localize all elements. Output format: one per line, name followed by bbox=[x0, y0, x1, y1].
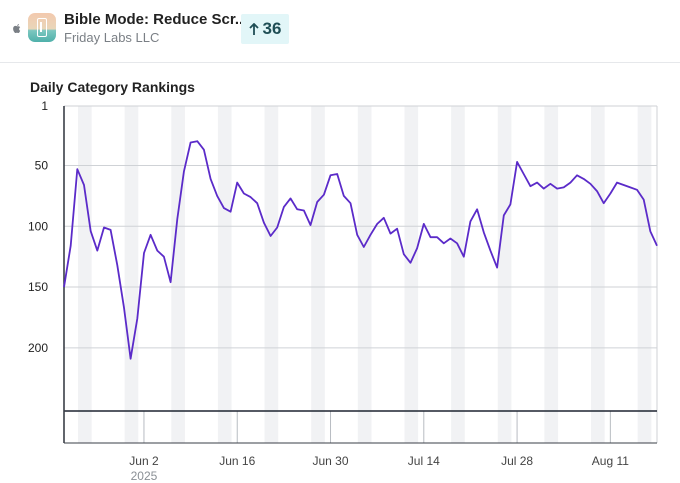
weekend-band bbox=[77, 106, 92, 443]
x-year-label: 2025 bbox=[131, 469, 158, 483]
y-tick-label: 200 bbox=[28, 341, 48, 355]
x-tick-label: Jun 2 bbox=[129, 454, 159, 468]
weekend-band bbox=[264, 106, 279, 443]
weekend-band bbox=[124, 106, 139, 443]
rank-line bbox=[63, 140, 658, 360]
weekend-band bbox=[311, 106, 325, 443]
y-tick-label: 100 bbox=[28, 219, 48, 233]
x-tick-label: Jun 16 bbox=[219, 454, 255, 468]
weekend-band bbox=[217, 106, 232, 443]
apple-icon bbox=[13, 24, 21, 34]
weekend-band bbox=[357, 106, 372, 443]
y-tick-label: 50 bbox=[35, 159, 49, 173]
header-divider bbox=[0, 62, 680, 63]
weekend-band bbox=[591, 106, 605, 443]
weekend-band bbox=[451, 106, 465, 443]
y-tick-label: 1 bbox=[41, 99, 48, 113]
app-icon[interactable] bbox=[28, 13, 56, 42]
weekend-band bbox=[404, 106, 419, 443]
weekend-band bbox=[544, 106, 559, 443]
app-title[interactable]: Bible Mode: Reduce Scr... bbox=[64, 11, 248, 28]
weekend-band bbox=[497, 106, 512, 443]
weekend-band bbox=[171, 106, 185, 443]
rank-change-badge: 36 bbox=[241, 14, 289, 44]
x-tick-label: Aug 11 bbox=[592, 454, 629, 468]
x-tick-label: Jul 14 bbox=[408, 454, 440, 468]
arrow-up-icon bbox=[248, 23, 259, 35]
weekend-band bbox=[637, 106, 652, 443]
x-tick-label: Jun 30 bbox=[313, 454, 349, 468]
rank-change-value: 36 bbox=[262, 19, 282, 38]
y-tick-label: 150 bbox=[28, 280, 48, 294]
x-tick-label: Jul 28 bbox=[501, 454, 533, 468]
chart-title: Daily Category Rankings bbox=[30, 79, 195, 95]
developer-name[interactable]: Friday Labs LLC bbox=[64, 30, 160, 45]
